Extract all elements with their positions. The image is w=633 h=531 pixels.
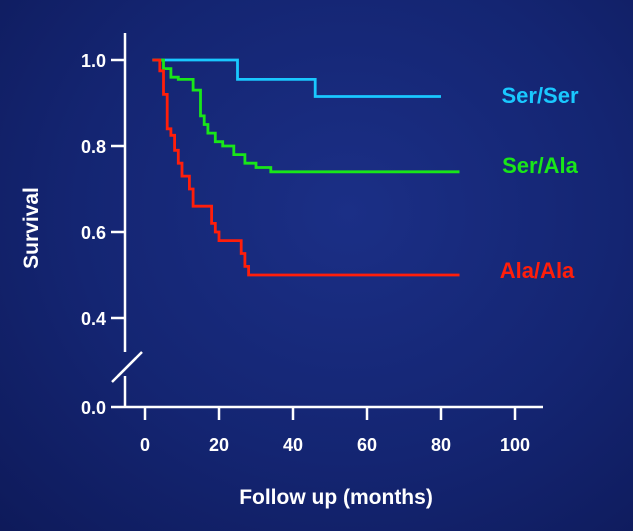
series-lines [152, 58, 460, 277]
y-axis-title: Survival [20, 187, 43, 269]
axis-break-stroke [117, 351, 143, 377]
x-tick-label: 100 [500, 435, 530, 455]
y-tick-label: 1.0 [81, 51, 106, 71]
axis-break-marker [111, 351, 143, 383]
x-axis-title: Follow up (months) [239, 486, 433, 509]
y-tick-label: 0.8 [81, 137, 106, 157]
x-tick-label: 0 [140, 435, 150, 455]
y-tick-label: 0.6 [81, 223, 106, 243]
series-line-ser-ala [152, 58, 460, 174]
series-line-ser-ser [152, 58, 441, 98]
x-tick-label: 40 [283, 435, 303, 455]
x-tick-label: 60 [357, 435, 377, 455]
legend: Ser/Ser Ser/Ala Ala/Ala [500, 83, 579, 283]
legend-label-ser-ala: Ser/Ala [502, 153, 579, 178]
legend-label-ala-ala: Ala/Ala [500, 258, 575, 283]
y-ticks: 0.0 0.4 0.6 0.8 1.0 [81, 51, 125, 418]
x-ticks: 0 20 40 60 80 100 [140, 407, 530, 455]
x-tick-label: 20 [209, 435, 229, 455]
y-tick-label: 0.4 [81, 309, 106, 329]
x-tick-label: 80 [431, 435, 451, 455]
axes [111, 33, 543, 409]
legend-label-ser-ser: Ser/Ser [501, 83, 578, 108]
series-line-ala-ala [152, 58, 460, 277]
y-tick-label: 0.0 [81, 398, 106, 418]
